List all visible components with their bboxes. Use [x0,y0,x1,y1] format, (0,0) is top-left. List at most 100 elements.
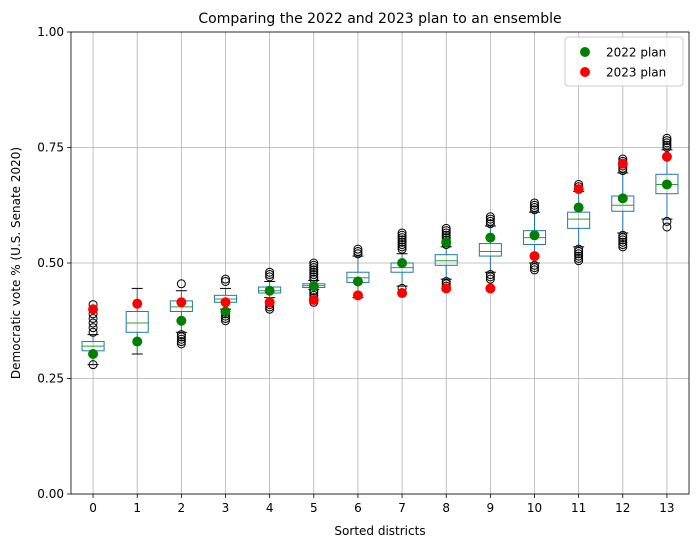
x-tick-label: 9 [487,501,495,515]
outlier-point [530,203,539,213]
point-2023-plan-district-3 [220,297,231,308]
y-tick-label: 1.00 [37,25,64,39]
outlier-point [530,263,539,273]
outlier-point [353,249,363,259]
outlier-point [265,272,275,282]
legend-label-2023: 2023 plan [606,66,666,80]
point-2022-plan-district-13 [661,179,672,190]
outlier-point [485,270,495,280]
outlier-point [309,263,319,273]
outlier-point [574,244,584,254]
x-ticks: 0 1 2 3 4 5 6 7 8 9 10 11 12 13 [89,494,675,515]
box-plot-district-7 [390,228,414,293]
point-2023-plan-district-12 [617,158,628,169]
outlier-point [485,274,495,284]
x-tick-label: 5 [310,501,318,515]
x-tick-label: 11 [571,501,586,515]
outlier-point [88,318,98,328]
legend-frame [564,36,684,87]
outlier-point [397,244,407,254]
outlier-point [88,323,98,333]
outlier-point [397,242,407,252]
point-2023-plan-district-5 [308,294,319,305]
point-2022-plan-district-10 [529,230,540,241]
x-tick-label: 1 [133,501,141,515]
x-tick-label: 12 [615,501,630,515]
point-2023-plan-district-1 [132,298,143,309]
x-tick-label: 4 [266,501,274,515]
y-tick-label: 0.50 [37,256,64,270]
outlier-point [309,258,319,268]
outlier-point [530,260,539,270]
outlier-point [221,316,230,326]
point-2022-plan-district-8 [441,237,452,248]
outlier-point [662,216,672,226]
outlier-point [662,136,672,146]
x-tick-label: 7 [398,501,406,515]
x-tick-label: 2 [178,501,186,515]
point-2023-plan-district-10 [529,251,540,262]
point-2023-plan-district-4 [264,297,275,308]
x-tick-label: 10 [527,501,542,515]
outlier-point [530,265,539,275]
outlier-point [309,270,319,280]
point-2023-plan-district-11 [573,184,584,195]
y-axis-label: Democratic vote % (U.S. Senate 2020) [9,147,23,379]
outlier-point [662,143,672,152]
outlier-point [176,339,186,349]
outlier-point [662,222,672,232]
outlier-point [662,140,672,150]
point-2023-plan-district-13 [661,151,672,162]
point-2022-plan-district-9 [485,232,496,243]
outlier-point [574,249,584,259]
outlier-point [265,267,275,277]
x-tick-label: 13 [659,501,674,515]
outlier-point [530,200,539,210]
outlier-point [485,219,495,229]
outlier-point [176,334,186,344]
outlier-point [574,253,584,263]
x-tick-label: 8 [442,501,450,515]
box [125,311,149,333]
outlier-point [353,246,363,256]
outlier-point [309,267,319,277]
point-2022-plan-district-4 [264,285,275,296]
outlier-point [618,237,628,247]
box [478,243,502,257]
x-axis-label: Sorted districts [334,524,425,538]
outlier-point [88,360,98,370]
outlier-point [618,230,628,240]
point-2022-plan-district-0 [88,349,99,360]
outlier-point [618,235,628,245]
outlier-point [662,138,672,148]
y-tick-label: 0.75 [37,141,64,155]
point-2022-plan-district-6 [352,276,363,287]
outlier-point [530,205,539,215]
outlier-point [265,270,275,280]
outlier-point [574,246,584,256]
outlier-point [618,242,628,252]
point-2023-plan-district-9 [485,283,496,294]
point-2022-plan-district-11 [573,202,584,213]
outlier-point [397,230,407,240]
x-tick-label: 0 [89,501,97,515]
outlier-point [88,313,98,323]
outlier-point [176,332,186,342]
point-2023-plan-district-6 [352,290,363,301]
outlier-point [221,276,230,286]
point-2023-plan-district-7 [397,288,408,299]
outlier-point [397,228,407,238]
legend-label-2022: 2022 plan [606,46,666,60]
chart-title: Comparing the 2022 and 2023 plan to an e… [198,11,561,27]
y-tick-label: 0.25 [37,372,64,386]
legend-marker-2023 [580,67,590,77]
point-2022-plan-district-2 [176,315,187,326]
y-tick-label: 0.00 [37,487,64,501]
outlier-point [574,256,584,266]
plan-points [88,151,672,360]
outlier-point [221,274,230,284]
point-2023-plan-district-0 [88,304,99,315]
y-ticks: 0.00 0.25 0.50 0.75 1.00 [37,25,71,501]
outlier-point [441,226,451,236]
outlier-point [618,233,628,243]
